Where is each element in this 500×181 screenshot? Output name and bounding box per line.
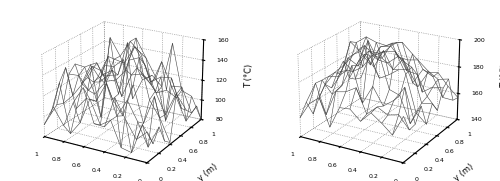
Y-axis label: y (m): y (m) xyxy=(452,162,475,181)
Y-axis label: y (m): y (m) xyxy=(196,162,219,181)
